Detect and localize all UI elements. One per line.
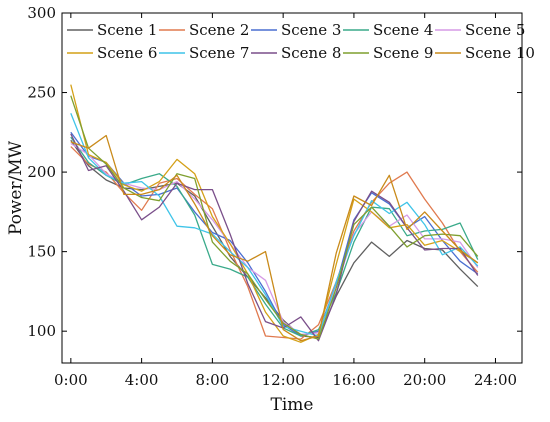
y-axis: 100 150 200 250 300: [27, 4, 522, 340]
legend-label: Scene 8: [281, 44, 341, 62]
legend-label: Scene 3: [281, 21, 341, 39]
x-tick-label: 8:00: [196, 371, 230, 389]
series-line-scene-9: [70, 95, 479, 340]
legend-label: Scene 9: [373, 44, 433, 62]
legend-label: Scene 2: [189, 21, 249, 39]
legend-item-scene-7: Scene 7: [159, 44, 249, 62]
legend-label: Scene 5: [465, 21, 525, 39]
legend-label: Scene 4: [373, 21, 433, 39]
legend-item-scene-5: Scene 5: [435, 21, 525, 39]
series-layer: [70, 84, 479, 343]
y-tick-label: 100: [27, 322, 56, 340]
y-tick-label: 300: [27, 4, 56, 22]
legend-item-scene-1: Scene 1: [67, 21, 157, 39]
series-line-scene-8: [70, 133, 479, 342]
legend-item-scene-2: Scene 2: [159, 21, 249, 39]
series-line-scene-6: [70, 84, 479, 343]
x-tick-label: 16:00: [332, 371, 375, 389]
x-tick-label: 12:00: [262, 371, 305, 389]
series-line-scene-2: [70, 146, 479, 340]
x-tick-label: 4:00: [125, 371, 159, 389]
legend-item-scene-10: Scene 10: [435, 44, 535, 62]
legend-label: Scene 10: [465, 44, 535, 62]
series-line-scene-10: [70, 134, 479, 342]
x-axis: 0:00 4:00 8:00 12:00 16:00 20:00 24:00: [54, 13, 517, 389]
series-line-scene-4: [70, 136, 479, 337]
x-axis-title: Time: [271, 395, 314, 415]
legend-item-scene-8: Scene 8: [251, 44, 341, 62]
y-tick-label: 150: [27, 243, 56, 261]
y-axis-title: Power/MW: [6, 140, 26, 235]
series-line-scene-5: [70, 142, 479, 336]
legend-label: Scene 1: [97, 21, 157, 39]
legend-item-scene-3: Scene 3: [251, 21, 341, 39]
x-tick-label: 0:00: [54, 371, 88, 389]
legend: Scene 1 Scene 2 Scene 3 Scene 4 Scene 5 Scene…: [67, 21, 535, 62]
y-tick-label: 200: [27, 163, 56, 181]
plot-area: [61, 12, 523, 364]
legend-item-scene-6: Scene 6: [67, 44, 157, 62]
x-tick-label: 20:00: [403, 371, 446, 389]
x-tick-label: 24:00: [474, 371, 517, 389]
legend-label: Scene 7: [189, 44, 249, 62]
legend-label: Scene 6: [97, 44, 157, 62]
legend-item-scene-9: Scene 9: [343, 44, 433, 62]
legend-item-scene-4: Scene 4: [343, 21, 433, 39]
y-tick-label: 250: [27, 84, 56, 102]
